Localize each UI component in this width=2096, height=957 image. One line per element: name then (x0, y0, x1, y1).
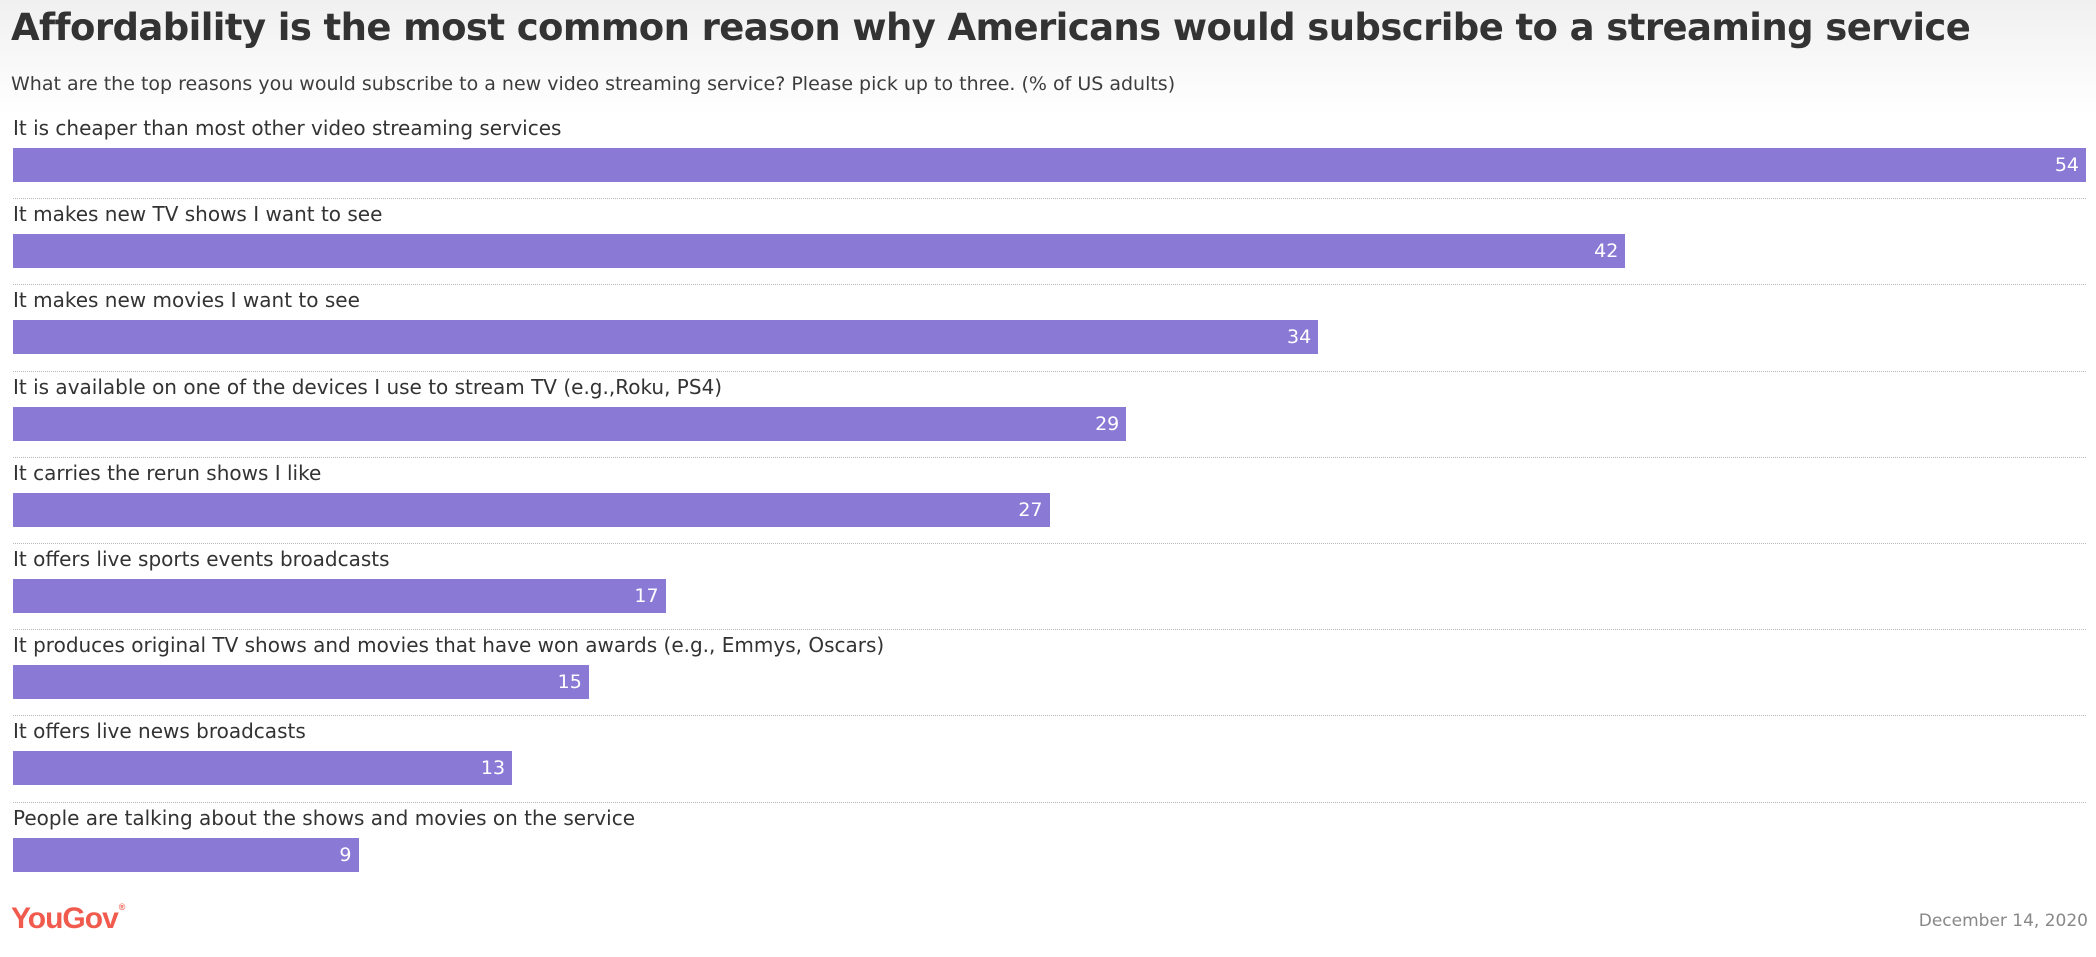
bar: 13 (13, 751, 513, 786)
bar-value-label: 17 (634, 584, 659, 607)
bar-value-label: 29 (1095, 412, 1120, 435)
bar: 42 (13, 234, 1626, 269)
bar: 17 (13, 578, 666, 613)
bar-value-label: 9 (339, 843, 352, 866)
bar-label: It is available on one of the devices I … (13, 374, 723, 399)
bar: 34 (13, 320, 1319, 355)
bar-label: It makes new movies I want to see (13, 288, 360, 313)
bar: 27 (13, 492, 1050, 527)
bar-value-label: 15 (557, 671, 582, 694)
chart-title: Affordability is the most common reason … (11, 6, 1971, 49)
yougov-logo-text: YouGov (11, 902, 119, 935)
bar: 9 (13, 837, 359, 872)
bar-label: It offers live news broadcasts (13, 719, 306, 744)
bar-label: It makes new TV shows I want to see (13, 202, 383, 227)
bar-row: It makes new TV shows I want to see 42 (13, 199, 2086, 286)
bar-value-label: 34 (1287, 326, 1312, 349)
bar-value-label: 54 (2054, 154, 2079, 176)
bar-label: People are talking about the shows and m… (13, 805, 636, 830)
chart-header: Affordability is the most common reason … (0, 0, 2096, 115)
bar-label: It is cheaper than most other video stre… (13, 116, 562, 140)
bar-value-label: 27 (1018, 498, 1043, 521)
registered-mark-icon: ® (118, 902, 126, 912)
bar-row: It is available on one of the devices I … (13, 372, 2086, 458)
bar-row: People are talking about the shows and m… (13, 803, 2086, 889)
bar-value-label: 42 (1594, 240, 1619, 263)
bar-row: It offers live news broadcasts 13 (13, 716, 2086, 803)
yougov-logo: YouGov® (11, 902, 126, 936)
bar-row: It makes new movies I want to see 34 (13, 285, 2086, 372)
bar-row: It carries the rerun shows I like 27 (13, 458, 2086, 544)
bar-row: It is cheaper than most other video stre… (13, 113, 2086, 200)
bar-chart: It is cheaper than most other video stre… (13, 113, 2086, 889)
publish-date: December 14, 2020 (1918, 911, 2088, 931)
bar-label: It offers live sports events broadcasts (13, 546, 390, 571)
bar-value-label: 13 (480, 757, 506, 780)
chart-subtitle: What are the top reasons you would subsc… (11, 73, 1176, 95)
bar: 54 (13, 148, 2086, 182)
bar: 29 (13, 406, 1127, 441)
bar: 15 (13, 665, 589, 700)
bar-row: It produces original TV shows and movies… (13, 630, 2086, 717)
bar-label: It carries the rerun shows I like (13, 460, 322, 485)
bar-label: It produces original TV shows and movies… (13, 633, 885, 658)
bar-row: It offers live sports events broadcasts 1… (13, 544, 2086, 631)
